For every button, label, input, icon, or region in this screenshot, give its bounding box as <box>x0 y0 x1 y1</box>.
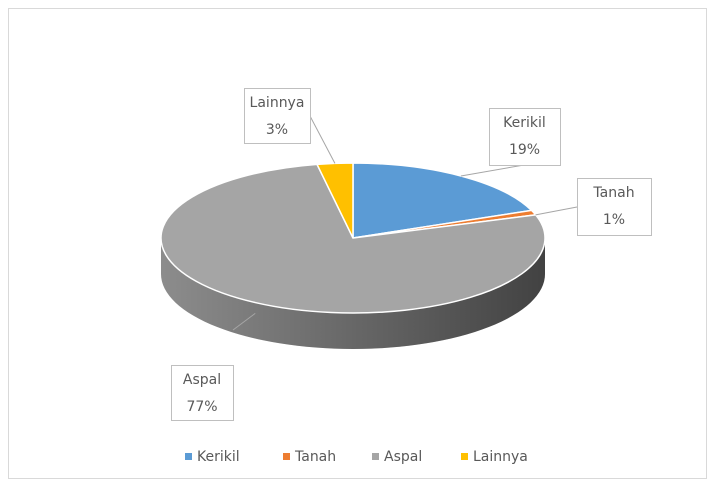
callout-box <box>489 108 561 166</box>
callout-box <box>244 88 311 144</box>
data-label-name: Lainnya <box>250 95 305 111</box>
legend-label: Lainnya <box>473 449 528 465</box>
data-label-name: Kerikil <box>503 115 546 131</box>
legend-marker <box>185 453 192 460</box>
callout-box <box>577 178 652 236</box>
data-label-value: 1% <box>603 212 625 228</box>
slice-side-shade <box>161 238 545 349</box>
legend-label: Aspal <box>384 449 422 465</box>
legend-marker <box>372 453 379 460</box>
data-label-value: 77% <box>186 399 217 415</box>
data-label-value: 3% <box>266 122 288 138</box>
data-label-name: Tanah <box>592 185 634 201</box>
leader-line <box>535 206 578 216</box>
legend-marker <box>283 453 290 460</box>
leader-line <box>460 164 525 177</box>
data-label-value: 19% <box>509 142 540 158</box>
legend-marker <box>461 453 468 460</box>
leader-line <box>232 312 256 331</box>
data-label-name: Aspal <box>183 372 221 388</box>
leader-line <box>309 115 336 164</box>
legend-label: Kerikil <box>197 449 240 465</box>
legend-label: Tanah <box>294 449 336 465</box>
callout-box <box>171 365 234 421</box>
slice <box>160 163 546 314</box>
